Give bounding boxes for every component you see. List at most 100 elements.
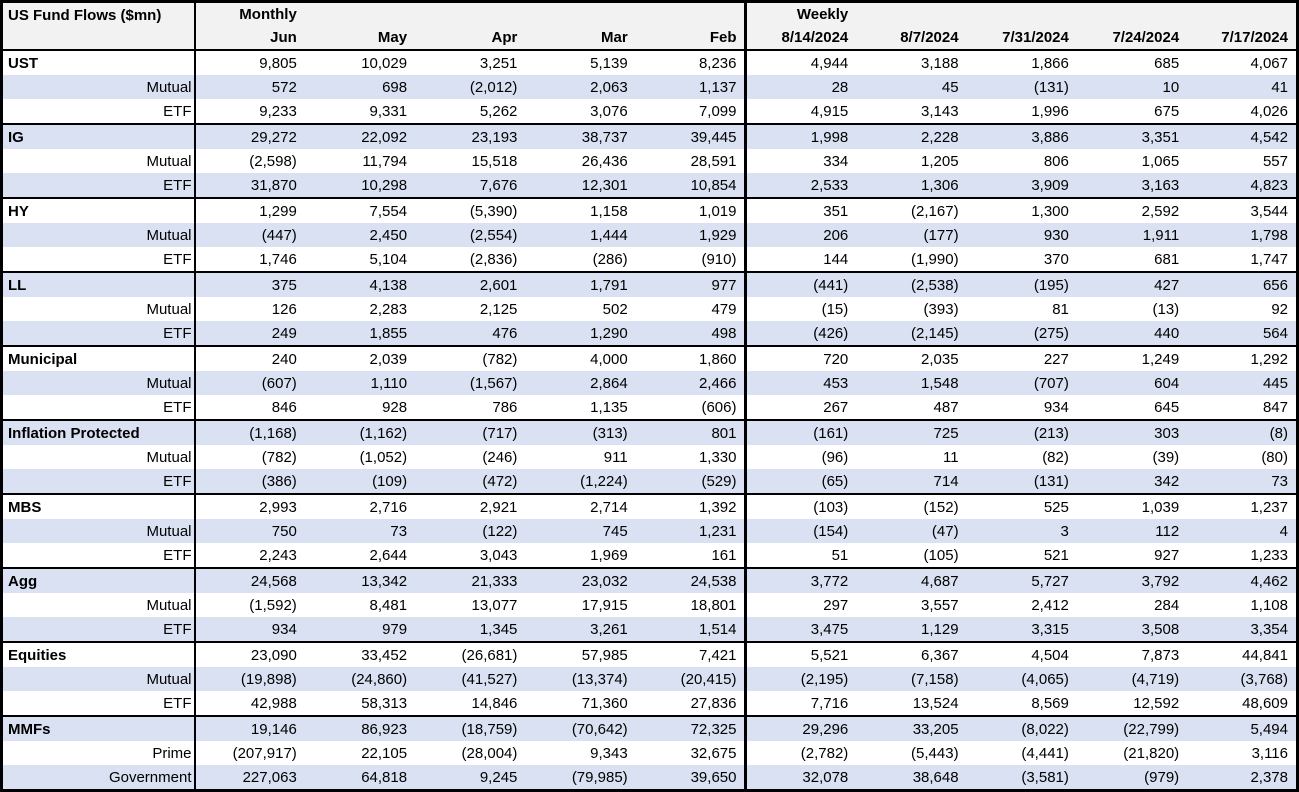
value-cell: 5,727 (966, 567, 1077, 593)
table-row: Mutual (19,898) (24,860) (41,527) (13,374) (2… (1, 667, 1298, 691)
value-cell: 13,524 (912, 694, 959, 712)
value-cell: 28 (831, 78, 849, 96)
table-row: ETF 42,988 58,313 14,846 71,360 27,836 7,716 13… (1, 691, 1298, 716)
value-cell: 2,592 (1076, 197, 1188, 223)
value-cell: (122) (482, 522, 518, 540)
value-cell: (286) (592, 250, 628, 268)
value-cell: 2,533 (810, 176, 849, 194)
group-label: Municipal (1, 345, 196, 371)
value-cell: 73 (390, 522, 408, 540)
table-row: Prime (207,917) 22,105 (28,004) 9,343 32,675 (… (1, 741, 1298, 765)
value-cell: 1,108 (1250, 596, 1288, 614)
value-cell: 479 (635, 297, 748, 321)
value-cell: 3,351 (1076, 123, 1188, 149)
value-cell: 1,137 (635, 75, 748, 99)
value-cell: 2,716 (304, 493, 416, 519)
value-cell: 3,886 (966, 123, 1077, 149)
value-cell: 979 (382, 620, 408, 638)
value-cell: 453 (823, 374, 849, 392)
column-header-week-2: 8/7/2024 (856, 26, 967, 51)
value-cell: 23,032 (525, 567, 636, 593)
value-cell: (1,592) (249, 596, 297, 614)
value-cell: 1,019 (635, 197, 748, 223)
value-cell: 249 (271, 324, 297, 342)
value-cell: 23,090 (194, 641, 305, 667)
value-cell: 1,233 (1250, 546, 1288, 564)
value-cell: (41,527) (461, 670, 518, 688)
value-cell: (131) (1033, 78, 1069, 96)
value-cell: 2,063 (590, 78, 628, 96)
value-cell: 2,644 (369, 546, 408, 564)
value-cell: 18,801 (635, 593, 748, 617)
value-cell: (275) (1033, 324, 1069, 342)
value-cell: 26,436 (581, 152, 628, 170)
value-cell: 240 (194, 345, 305, 371)
value-cell: (161) (745, 419, 857, 445)
sub-row-label: Prime (1, 741, 196, 765)
value-cell: (15) (821, 300, 849, 318)
value-cell: 656 (1187, 271, 1298, 297)
value-cell: 3,508 (1141, 620, 1180, 638)
column-header-jun: Jun (194, 26, 305, 51)
value-cell: 227 (966, 345, 1077, 371)
value-cell: 7,099 (635, 99, 748, 124)
value-cell: (447) (261, 226, 297, 244)
value-cell: (22,799) (1076, 715, 1188, 741)
value-cell: 21,333 (415, 567, 526, 593)
value-cell: 928 (382, 398, 408, 416)
value-cell: 1,110 (370, 374, 408, 392)
header-spacer (304, 1, 416, 26)
value-cell: (313) (525, 419, 636, 445)
value-cell: (607) (261, 374, 297, 392)
value-cell: (65) (821, 472, 849, 490)
group-label: HY (1, 197, 196, 223)
value-cell: 126 (271, 300, 297, 318)
table-row: Equities 23,090 33,452 (26,681) 57,985 7,421 5… (1, 641, 1298, 667)
value-cell: (2,554) (469, 226, 518, 244)
value-cell: 3,188 (856, 49, 967, 75)
value-cell: 1,746 (259, 250, 297, 268)
value-cell: 2,601 (415, 271, 526, 297)
value-cell: 564 (1262, 324, 1288, 342)
value-cell: 4,915 (810, 102, 849, 120)
value-cell: 427 (1076, 271, 1188, 297)
value-cell: 14,846 (471, 694, 518, 712)
table-header: US Fund Flows ($mn) Monthly Weekly Jun M… (1, 1, 1298, 51)
value-cell: (207,917) (232, 744, 297, 762)
sub-row-label: Mutual (1, 223, 196, 247)
value-cell: 927 (1154, 546, 1180, 564)
sub-row-label: ETF (1, 99, 196, 124)
value-cell: (177) (923, 226, 959, 244)
value-cell: 502 (602, 300, 628, 318)
table-row: LL 375 4,138 2,601 1,791 977 (441) (2,538) (195)… (1, 271, 1298, 297)
value-cell: (386) (261, 472, 297, 490)
value-cell: 806 (1043, 152, 1069, 170)
value-cell: (24,860) (351, 670, 408, 688)
value-cell: 2,412 (1031, 596, 1069, 614)
value-cell: 4,542 (1187, 123, 1298, 149)
value-cell: 3,076 (590, 102, 628, 120)
value-cell: 1,300 (966, 197, 1077, 223)
value-cell: 1,290 (590, 324, 628, 342)
value-cell: 675 (1154, 102, 1180, 120)
sub-row-label: Mutual (1, 297, 196, 321)
value-cell: (8,022) (966, 715, 1077, 741)
table-row: Mutual (607) 1,110 (1,567) 2,864 2,466 453 1,54… (1, 371, 1298, 395)
value-cell: (20,415) (635, 667, 748, 691)
sub-row-label: Mutual (1, 149, 196, 173)
value-cell: 86,923 (304, 715, 416, 741)
value-cell: (131) (1033, 472, 1069, 490)
sub-row-label: ETF (1, 469, 196, 494)
value-cell: (82) (1042, 448, 1069, 466)
value-cell: 572 (271, 78, 297, 96)
table-row: UST 9,805 10,029 3,251 5,139 8,236 4,944 3,188 1… (1, 49, 1298, 75)
value-cell: 7,421 (635, 641, 748, 667)
value-cell: 7,873 (1076, 641, 1188, 667)
value-cell: 8,481 (369, 596, 408, 614)
value-cell: 1,929 (635, 223, 748, 247)
value-cell: 1,996 (1031, 102, 1069, 120)
table-row: Agg 24,568 13,342 21,333 23,032 24,538 3,772 4,… (1, 567, 1298, 593)
value-cell: 4 (1279, 522, 1288, 540)
group-label: Equities (1, 641, 196, 667)
sub-row-label: Mutual (1, 371, 196, 395)
